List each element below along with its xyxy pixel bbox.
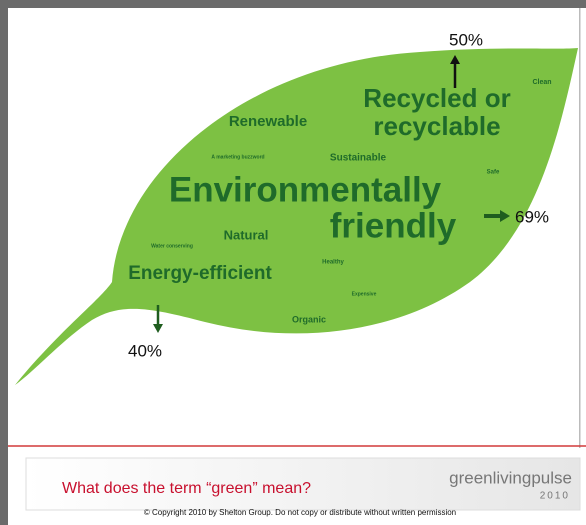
word: Water conserving [151, 243, 193, 249]
word: Sustainable [330, 153, 387, 164]
word: Expensive [352, 291, 377, 297]
arrowhead [500, 210, 510, 222]
word: Energy-efficient [128, 263, 272, 284]
word: Organic [292, 314, 326, 324]
word: Clean [532, 79, 551, 86]
frame-left [0, 0, 8, 525]
arrowhead [450, 55, 460, 64]
word: Renewable [229, 113, 307, 130]
frame-right [579, 8, 581, 448]
word: friendly [330, 206, 457, 245]
footer-bar [25, 457, 581, 511]
logo-year: 2010 [540, 491, 570, 502]
arrowhead [153, 324, 163, 333]
word: recyclable [373, 111, 500, 141]
word: Safe [487, 170, 500, 176]
callout: 69% [515, 207, 549, 226]
question: What does the term “green” mean? [62, 480, 311, 497]
callout: 50% [449, 30, 483, 49]
logo: greenlivingpulse [449, 468, 572, 487]
frame-top [0, 0, 586, 8]
word: A marketing buzzword [211, 154, 264, 160]
word: Recycled or [363, 83, 510, 113]
leaf [15, 48, 578, 385]
word: Healthy [322, 260, 344, 266]
arrows [153, 55, 510, 333]
callout: 40% [128, 341, 162, 360]
copyright: © Copyright 2010 by Shelton Group. Do no… [144, 508, 456, 517]
word: Natural [224, 227, 269, 242]
word: Environmentally [169, 170, 442, 209]
